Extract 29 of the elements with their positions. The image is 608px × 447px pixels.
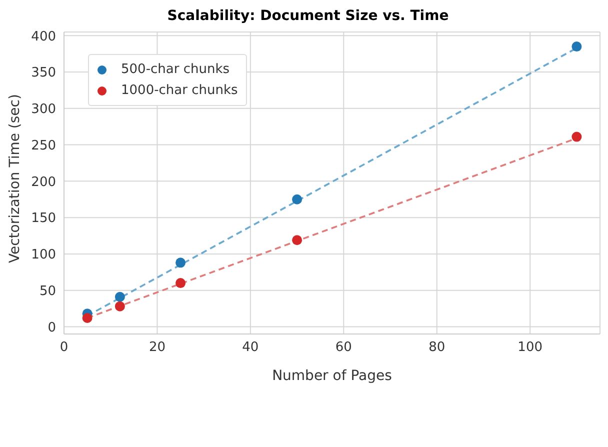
y-tick-label: 100 bbox=[31, 248, 56, 263]
point bbox=[292, 194, 302, 204]
point bbox=[292, 235, 302, 246]
point bbox=[114, 292, 125, 302]
point bbox=[176, 258, 186, 268]
legend-label: 1000-char chunks bbox=[120, 82, 238, 100]
y-tick-label: 50 bbox=[39, 284, 56, 299]
x-tick-label: 40 bbox=[242, 340, 259, 356]
y-tick-label: 0 bbox=[48, 320, 56, 336]
x-axis-title: Number of Pages bbox=[272, 368, 392, 384]
point bbox=[572, 42, 582, 52]
y-tick-label: 350 bbox=[31, 66, 56, 81]
x-tick-label: 0 bbox=[60, 340, 68, 356]
point bbox=[114, 301, 125, 312]
x-tick-label: 100 bbox=[518, 340, 542, 356]
y-tick-label: 400 bbox=[31, 29, 56, 44]
legend-label: 500-char chunks bbox=[120, 61, 231, 79]
x-tick-label: 60 bbox=[335, 340, 352, 356]
x-tick-label: 20 bbox=[148, 340, 166, 356]
y-tick-label: 150 bbox=[31, 211, 56, 226]
point bbox=[572, 132, 582, 142]
point bbox=[176, 278, 186, 288]
point bbox=[82, 312, 92, 323]
y-tick-label: 250 bbox=[31, 138, 56, 154]
y-tick-label: 200 bbox=[31, 174, 56, 190]
y-axis-title: Vectorization Time (sec) bbox=[6, 94, 23, 263]
chart-title: Scalability: Document Size vs. Time bbox=[166, 8, 450, 26]
x-tick-label: 80 bbox=[428, 340, 446, 356]
y-tick-label: 300 bbox=[31, 102, 56, 118]
